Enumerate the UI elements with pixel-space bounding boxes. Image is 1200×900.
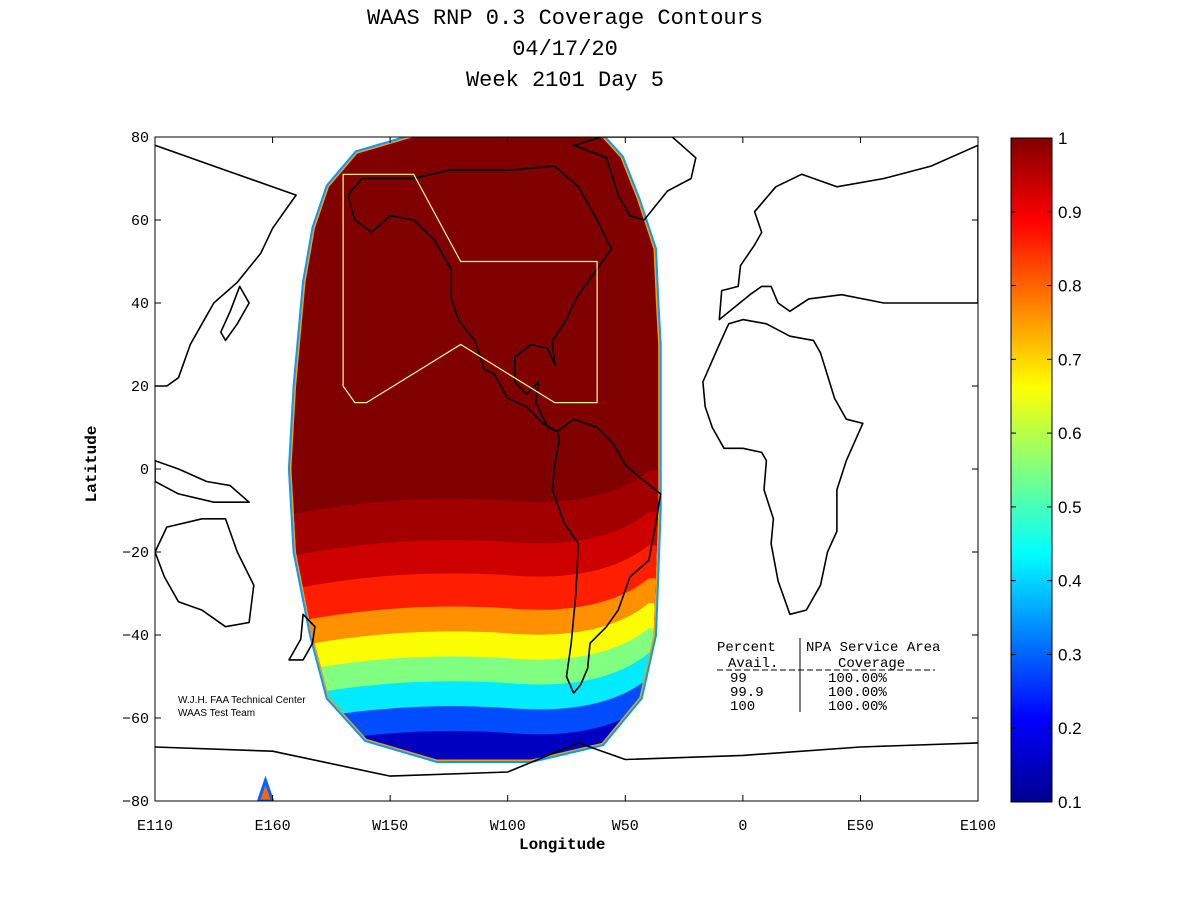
colorbar: 1 0.9 0.8 0.7 0.6 0.5 0.4 0.3 0.2 0.1 bbox=[1010, 129, 1082, 812]
y-tick-label-5: −20 bbox=[122, 545, 149, 562]
coverage-table: Percent NPA Service Area Avail. Coverage… bbox=[717, 638, 940, 715]
coastline-greenland bbox=[572, 137, 697, 221]
coverage-spot-antarctica bbox=[256, 775, 275, 801]
x-tick-label-7: E100 bbox=[960, 818, 996, 835]
y-tick-label-2: 40 bbox=[131, 296, 149, 313]
y-tick-label-1: 60 bbox=[131, 213, 149, 230]
y-tick-label-8: −80 bbox=[122, 794, 149, 811]
credit-note: W.J.H. FAA Technical Center WAAS Test Te… bbox=[178, 695, 306, 719]
y-tick-label-0: 80 bbox=[131, 130, 149, 147]
table-row-3-coverage: 100.00% bbox=[828, 699, 887, 715]
x-tick-label-4: W50 bbox=[612, 818, 639, 835]
coastline-africa bbox=[702, 318, 864, 616]
x-axis-label: Longitude bbox=[519, 836, 606, 854]
y-tick-label-4: 0 bbox=[140, 462, 149, 479]
coastline-japan bbox=[220, 285, 250, 342]
colorbar-tick-label-2: 0.8 bbox=[1058, 277, 1082, 296]
y-tick-label-3: 20 bbox=[131, 379, 149, 396]
coastline-antarctica bbox=[155, 742, 978, 777]
credit-line-1: W.J.H. FAA Technical Center bbox=[178, 695, 306, 706]
credit-line-2: WAAS Test Team bbox=[178, 708, 255, 719]
coastline-new-zealand bbox=[288, 613, 316, 661]
colorbar-tick-label-6: 0.4 bbox=[1058, 572, 1082, 591]
npa-service-area bbox=[342, 173, 598, 404]
colorbar-tick-label-1: 0.9 bbox=[1058, 203, 1082, 222]
x-axis: E110 E160 W150 W100 W50 0 E50 E100 bbox=[137, 137, 996, 835]
x-tick-label-6: E50 bbox=[847, 818, 874, 835]
colorbar-tick-label-0: 1 bbox=[1058, 129, 1067, 148]
y-tick-label-7: −60 bbox=[122, 711, 149, 728]
colorbar-tick-label-8: 0.2 bbox=[1058, 719, 1082, 738]
coastline-australia bbox=[155, 517, 255, 628]
chart-title-line-3: Week 2101 Day 5 bbox=[465, 68, 665, 93]
coastline-europe bbox=[718, 144, 978, 321]
table-row-2-coverage: 100.00% bbox=[828, 685, 887, 701]
x-tick-label-0: E110 bbox=[137, 818, 173, 835]
coastline-map bbox=[155, 137, 978, 777]
table-header-avail: Avail. bbox=[728, 656, 778, 672]
table-header-npa: NPA Service Area bbox=[806, 640, 940, 656]
table-row-1-avail: 99 bbox=[730, 671, 747, 687]
table-row-2-avail: 99.9 bbox=[730, 685, 764, 701]
colorbar-tick-label-4: 0.6 bbox=[1058, 424, 1082, 443]
y-tick-label-6: −40 bbox=[122, 628, 149, 645]
x-tick-label-1: E160 bbox=[255, 818, 291, 835]
y-axis-label: Latitude bbox=[83, 425, 101, 503]
table-row-1-coverage: 100.00% bbox=[828, 671, 887, 687]
coastline-south-america bbox=[551, 418, 662, 694]
table-header-coverage: Coverage bbox=[838, 656, 905, 672]
colorbar-tick-label-9: 0.1 bbox=[1058, 793, 1082, 812]
coastline-north-america bbox=[346, 165, 613, 433]
chart-title-line-1: WAAS RNP 0.3 Coverage Contours bbox=[366, 6, 764, 31]
service-area-outline bbox=[342, 173, 598, 404]
table-row-3-avail: 100 bbox=[730, 699, 755, 715]
coastline-indonesia bbox=[155, 459, 250, 504]
coastline-asia-east bbox=[155, 144, 297, 387]
colorbar-tick-label-5: 0.5 bbox=[1058, 498, 1082, 517]
x-tick-label-3: W100 bbox=[490, 818, 526, 835]
x-tick-label-2: W150 bbox=[372, 818, 408, 835]
y-axis: 80 60 40 20 0 −20 −40 −60 −80 bbox=[122, 130, 978, 811]
colorbar-tick-label-7: 0.3 bbox=[1058, 645, 1082, 664]
colorbar-bar bbox=[1010, 137, 1053, 803]
x-tick-label-5: 0 bbox=[738, 818, 747, 835]
table-header-percent: Percent bbox=[717, 640, 776, 656]
chart-title-line-2: 04/17/20 bbox=[512, 37, 618, 62]
colorbar-tick-label-3: 0.7 bbox=[1058, 350, 1082, 369]
